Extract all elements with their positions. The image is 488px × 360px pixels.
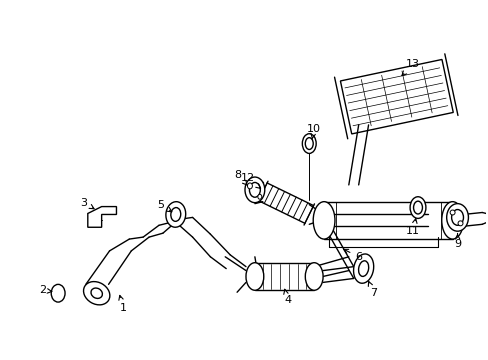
Ellipse shape xyxy=(313,202,334,239)
Text: 13: 13 xyxy=(401,59,419,76)
Text: 7: 7 xyxy=(367,282,376,298)
Text: 6: 6 xyxy=(343,249,362,262)
Ellipse shape xyxy=(305,138,313,149)
Ellipse shape xyxy=(249,183,260,197)
Ellipse shape xyxy=(244,177,264,203)
Ellipse shape xyxy=(451,210,463,225)
Text: 12: 12 xyxy=(241,173,260,188)
Bar xyxy=(340,59,452,134)
Ellipse shape xyxy=(413,201,422,214)
Polygon shape xyxy=(88,207,116,227)
Text: 10: 10 xyxy=(306,124,321,139)
Ellipse shape xyxy=(247,183,252,189)
Ellipse shape xyxy=(257,194,261,199)
Text: 11: 11 xyxy=(405,219,419,236)
Text: 3: 3 xyxy=(80,198,94,209)
Text: 1: 1 xyxy=(119,296,126,313)
Ellipse shape xyxy=(457,221,462,226)
Text: 9: 9 xyxy=(453,233,460,249)
Text: 8: 8 xyxy=(234,170,246,185)
Ellipse shape xyxy=(449,210,454,215)
Ellipse shape xyxy=(245,263,263,290)
Ellipse shape xyxy=(446,204,468,231)
Ellipse shape xyxy=(305,263,323,290)
Ellipse shape xyxy=(165,202,185,227)
Ellipse shape xyxy=(353,254,373,283)
Ellipse shape xyxy=(51,284,65,302)
Text: 5: 5 xyxy=(157,199,171,212)
Ellipse shape xyxy=(409,197,425,219)
Ellipse shape xyxy=(83,282,110,305)
Text: 4: 4 xyxy=(283,289,290,305)
Ellipse shape xyxy=(441,202,463,239)
Ellipse shape xyxy=(91,288,102,298)
Text: 2: 2 xyxy=(39,285,52,295)
Ellipse shape xyxy=(358,261,368,276)
Ellipse shape xyxy=(302,134,316,153)
Ellipse shape xyxy=(170,208,181,221)
